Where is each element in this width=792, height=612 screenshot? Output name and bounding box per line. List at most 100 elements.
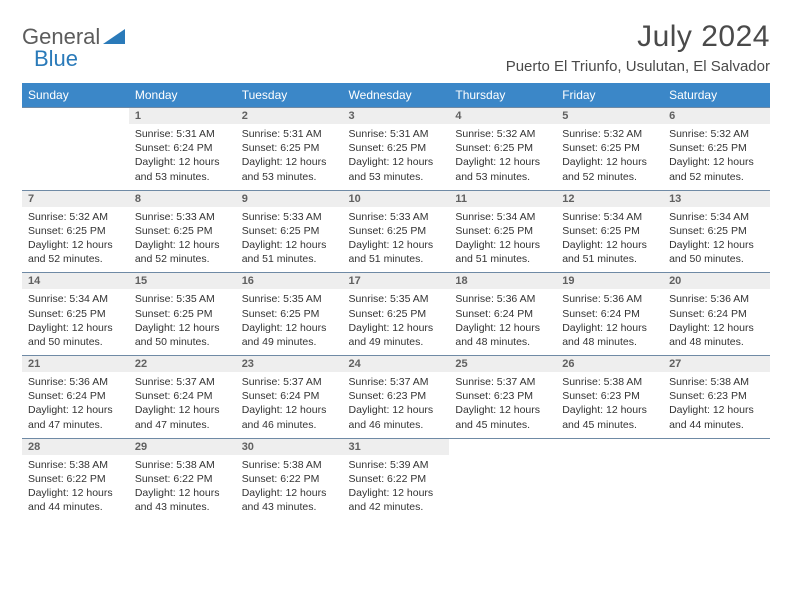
sunrise-text: Sunrise: 5:33 AM bbox=[135, 210, 230, 224]
sunset-text: Sunset: 6:24 PM bbox=[135, 141, 230, 155]
day-content-cell: Sunrise: 5:37 AMSunset: 6:23 PMDaylight:… bbox=[343, 372, 450, 438]
daylight-text: Daylight: 12 hours and 48 minutes. bbox=[455, 321, 550, 349]
day-number-row: 21222324252627 bbox=[22, 356, 770, 373]
day-content-cell bbox=[556, 455, 663, 521]
day-number-cell: 30 bbox=[236, 438, 343, 455]
sunrise-text: Sunrise: 5:32 AM bbox=[455, 127, 550, 141]
day-content-row: Sunrise: 5:31 AMSunset: 6:24 PMDaylight:… bbox=[22, 124, 770, 190]
daylight-text: Daylight: 12 hours and 49 minutes. bbox=[349, 321, 444, 349]
sunset-text: Sunset: 6:25 PM bbox=[242, 307, 337, 321]
daylight-text: Daylight: 12 hours and 48 minutes. bbox=[669, 321, 764, 349]
day-number-cell: 31 bbox=[343, 438, 450, 455]
day-number-cell: 19 bbox=[556, 273, 663, 290]
day-number-row: 28293031 bbox=[22, 438, 770, 455]
day-number-cell: 25 bbox=[449, 356, 556, 373]
page-title: July 2024 bbox=[506, 20, 770, 54]
sunset-text: Sunset: 6:24 PM bbox=[562, 307, 657, 321]
day-content-cell: Sunrise: 5:37 AMSunset: 6:23 PMDaylight:… bbox=[449, 372, 556, 438]
sunset-text: Sunset: 6:22 PM bbox=[242, 472, 337, 486]
day-number-cell: 20 bbox=[663, 273, 770, 290]
daylight-text: Daylight: 12 hours and 47 minutes. bbox=[135, 403, 230, 431]
day-content-cell: Sunrise: 5:37 AMSunset: 6:24 PMDaylight:… bbox=[236, 372, 343, 438]
daylight-text: Daylight: 12 hours and 50 minutes. bbox=[135, 321, 230, 349]
daylight-text: Daylight: 12 hours and 52 minutes. bbox=[135, 238, 230, 266]
day-number-cell: 1 bbox=[129, 108, 236, 125]
sunset-text: Sunset: 6:25 PM bbox=[349, 307, 444, 321]
daylight-text: Daylight: 12 hours and 44 minutes. bbox=[669, 403, 764, 431]
day-number-cell: 28 bbox=[22, 438, 129, 455]
day-number-cell bbox=[663, 438, 770, 455]
day-content-cell: Sunrise: 5:34 AMSunset: 6:25 PMDaylight:… bbox=[663, 207, 770, 273]
day-number-cell: 22 bbox=[129, 356, 236, 373]
sunset-text: Sunset: 6:22 PM bbox=[349, 472, 444, 486]
sunset-text: Sunset: 6:25 PM bbox=[669, 141, 764, 155]
day-number-cell: 5 bbox=[556, 108, 663, 125]
sunset-text: Sunset: 6:25 PM bbox=[349, 224, 444, 238]
sunrise-text: Sunrise: 5:34 AM bbox=[455, 210, 550, 224]
day-number-cell: 24 bbox=[343, 356, 450, 373]
location-subtitle: Puerto El Triunfo, Usulutan, El Salvador bbox=[506, 58, 770, 75]
day-number-cell: 21 bbox=[22, 356, 129, 373]
day-number-cell: 14 bbox=[22, 273, 129, 290]
sunrise-text: Sunrise: 5:38 AM bbox=[562, 375, 657, 389]
day-number-cell: 9 bbox=[236, 190, 343, 207]
sunset-text: Sunset: 6:25 PM bbox=[28, 224, 123, 238]
daylight-text: Daylight: 12 hours and 53 minutes. bbox=[455, 155, 550, 183]
sunset-text: Sunset: 6:23 PM bbox=[349, 389, 444, 403]
daylight-text: Daylight: 12 hours and 52 minutes. bbox=[669, 155, 764, 183]
day-number-cell: 2 bbox=[236, 108, 343, 125]
day-number-cell: 4 bbox=[449, 108, 556, 125]
day-number-cell: 12 bbox=[556, 190, 663, 207]
daylight-text: Daylight: 12 hours and 42 minutes. bbox=[349, 486, 444, 514]
day-number-cell: 27 bbox=[663, 356, 770, 373]
sunrise-text: Sunrise: 5:32 AM bbox=[28, 210, 123, 224]
daylight-text: Daylight: 12 hours and 45 minutes. bbox=[562, 403, 657, 431]
day-content-row: Sunrise: 5:34 AMSunset: 6:25 PMDaylight:… bbox=[22, 289, 770, 355]
day-content-cell: Sunrise: 5:34 AMSunset: 6:25 PMDaylight:… bbox=[449, 207, 556, 273]
sunset-text: Sunset: 6:23 PM bbox=[455, 389, 550, 403]
sunset-text: Sunset: 6:25 PM bbox=[455, 224, 550, 238]
daylight-text: Daylight: 12 hours and 47 minutes. bbox=[28, 403, 123, 431]
sunset-text: Sunset: 6:25 PM bbox=[28, 307, 123, 321]
day-content-cell: Sunrise: 5:38 AMSunset: 6:22 PMDaylight:… bbox=[236, 455, 343, 521]
day-content-cell: Sunrise: 5:34 AMSunset: 6:25 PMDaylight:… bbox=[22, 289, 129, 355]
daylight-text: Daylight: 12 hours and 50 minutes. bbox=[28, 321, 123, 349]
daylight-text: Daylight: 12 hours and 43 minutes. bbox=[135, 486, 230, 514]
sunrise-text: Sunrise: 5:37 AM bbox=[455, 375, 550, 389]
sunrise-text: Sunrise: 5:34 AM bbox=[562, 210, 657, 224]
weekday-header: Tuesday bbox=[236, 83, 343, 108]
sunrise-text: Sunrise: 5:38 AM bbox=[669, 375, 764, 389]
sunrise-text: Sunrise: 5:31 AM bbox=[135, 127, 230, 141]
sunrise-text: Sunrise: 5:36 AM bbox=[28, 375, 123, 389]
calendar-body: 123456Sunrise: 5:31 AMSunset: 6:24 PMDay… bbox=[22, 108, 770, 521]
sunset-text: Sunset: 6:25 PM bbox=[242, 224, 337, 238]
sunrise-text: Sunrise: 5:39 AM bbox=[349, 458, 444, 472]
day-number-cell: 15 bbox=[129, 273, 236, 290]
sunrise-text: Sunrise: 5:35 AM bbox=[135, 292, 230, 306]
daylight-text: Daylight: 12 hours and 51 minutes. bbox=[562, 238, 657, 266]
day-number-cell: 7 bbox=[22, 190, 129, 207]
sunset-text: Sunset: 6:25 PM bbox=[562, 224, 657, 238]
daylight-text: Daylight: 12 hours and 43 minutes. bbox=[242, 486, 337, 514]
day-content-cell: Sunrise: 5:39 AMSunset: 6:22 PMDaylight:… bbox=[343, 455, 450, 521]
day-number-cell: 6 bbox=[663, 108, 770, 125]
day-content-cell: Sunrise: 5:31 AMSunset: 6:24 PMDaylight:… bbox=[129, 124, 236, 190]
daylight-text: Daylight: 12 hours and 52 minutes. bbox=[28, 238, 123, 266]
day-content-cell: Sunrise: 5:37 AMSunset: 6:24 PMDaylight:… bbox=[129, 372, 236, 438]
day-content-cell: Sunrise: 5:32 AMSunset: 6:25 PMDaylight:… bbox=[556, 124, 663, 190]
sunset-text: Sunset: 6:24 PM bbox=[669, 307, 764, 321]
day-content-cell: Sunrise: 5:35 AMSunset: 6:25 PMDaylight:… bbox=[236, 289, 343, 355]
sunrise-text: Sunrise: 5:35 AM bbox=[242, 292, 337, 306]
day-content-cell: Sunrise: 5:35 AMSunset: 6:25 PMDaylight:… bbox=[129, 289, 236, 355]
day-number-cell: 29 bbox=[129, 438, 236, 455]
weekday-header: Saturday bbox=[663, 83, 770, 108]
daylight-text: Daylight: 12 hours and 53 minutes. bbox=[349, 155, 444, 183]
day-content-cell: Sunrise: 5:38 AMSunset: 6:22 PMDaylight:… bbox=[22, 455, 129, 521]
daylight-text: Daylight: 12 hours and 44 minutes. bbox=[28, 486, 123, 514]
day-content-cell: Sunrise: 5:33 AMSunset: 6:25 PMDaylight:… bbox=[129, 207, 236, 273]
daylight-text: Daylight: 12 hours and 49 minutes. bbox=[242, 321, 337, 349]
day-content-cell: Sunrise: 5:36 AMSunset: 6:24 PMDaylight:… bbox=[449, 289, 556, 355]
day-content-cell bbox=[22, 124, 129, 190]
daylight-text: Daylight: 12 hours and 53 minutes. bbox=[135, 155, 230, 183]
sunset-text: Sunset: 6:24 PM bbox=[242, 389, 337, 403]
